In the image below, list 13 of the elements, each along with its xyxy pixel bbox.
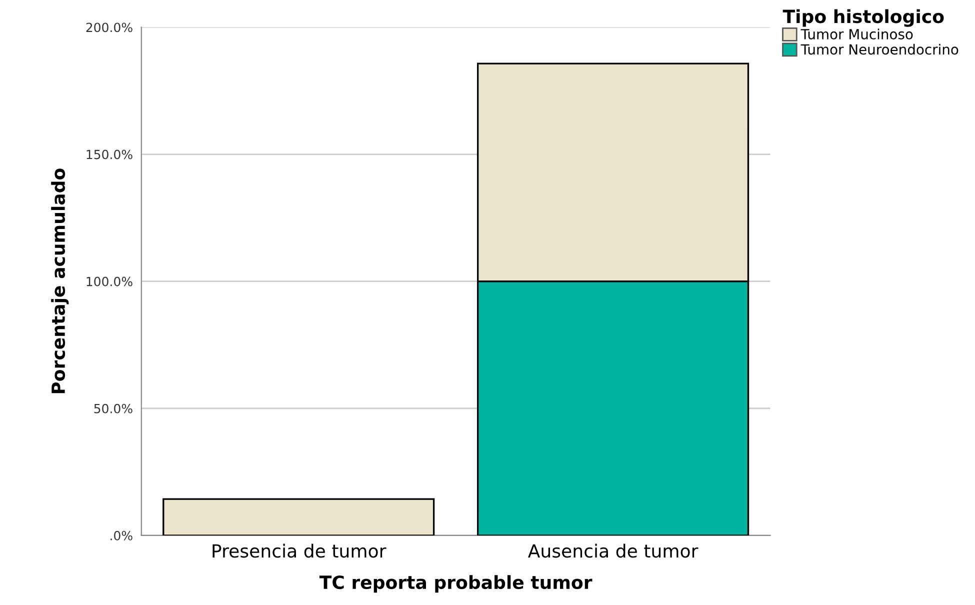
y-axis-title: Porcentaje acumulado [51,168,69,394]
y-tick-label: 50.0% [94,404,132,414]
y-tick-label: 100.0% [86,276,132,286]
y-tick-label: 150.0% [86,150,132,160]
x-tick-label: Ausencia de tumor [528,544,698,558]
legend-label: Tumor Neuroendocrino [800,44,958,55]
x-axis-title: TC reporta probable tumor [319,575,592,593]
y-tick-label: .0% [110,530,132,540]
x-tick-label: Presencia de tumor [212,544,386,558]
legend-title: Tipo histologico [782,9,944,27]
bar [162,498,435,536]
legend-label: Tumor Mucinoso [800,28,913,40]
y-tick-label: 200.0% [86,22,132,32]
